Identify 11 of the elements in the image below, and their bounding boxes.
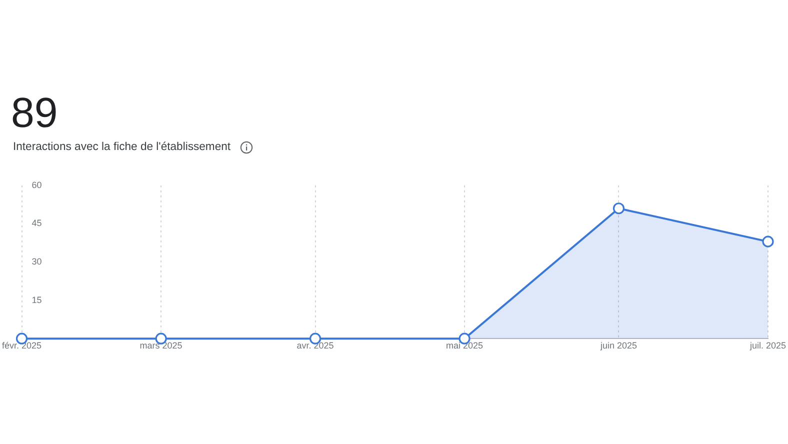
x-tick-label: juil. 2025 (748, 340, 786, 350)
y-tick-label: 60 (32, 180, 42, 190)
x-tick-label: mars 2025 (140, 340, 182, 350)
chart-title: 89 (11, 89, 58, 136)
y-tick-label: 30 (32, 256, 42, 266)
y-tick-label: 45 (32, 218, 42, 228)
point (612, 202, 625, 214)
y-tick-label: 15 (32, 294, 42, 305)
point (762, 236, 774, 248)
x-tick-label: juin 2025 (599, 340, 638, 350)
chart-subtitle: Interactions avec la fiche de l'établissement (13, 140, 231, 155)
